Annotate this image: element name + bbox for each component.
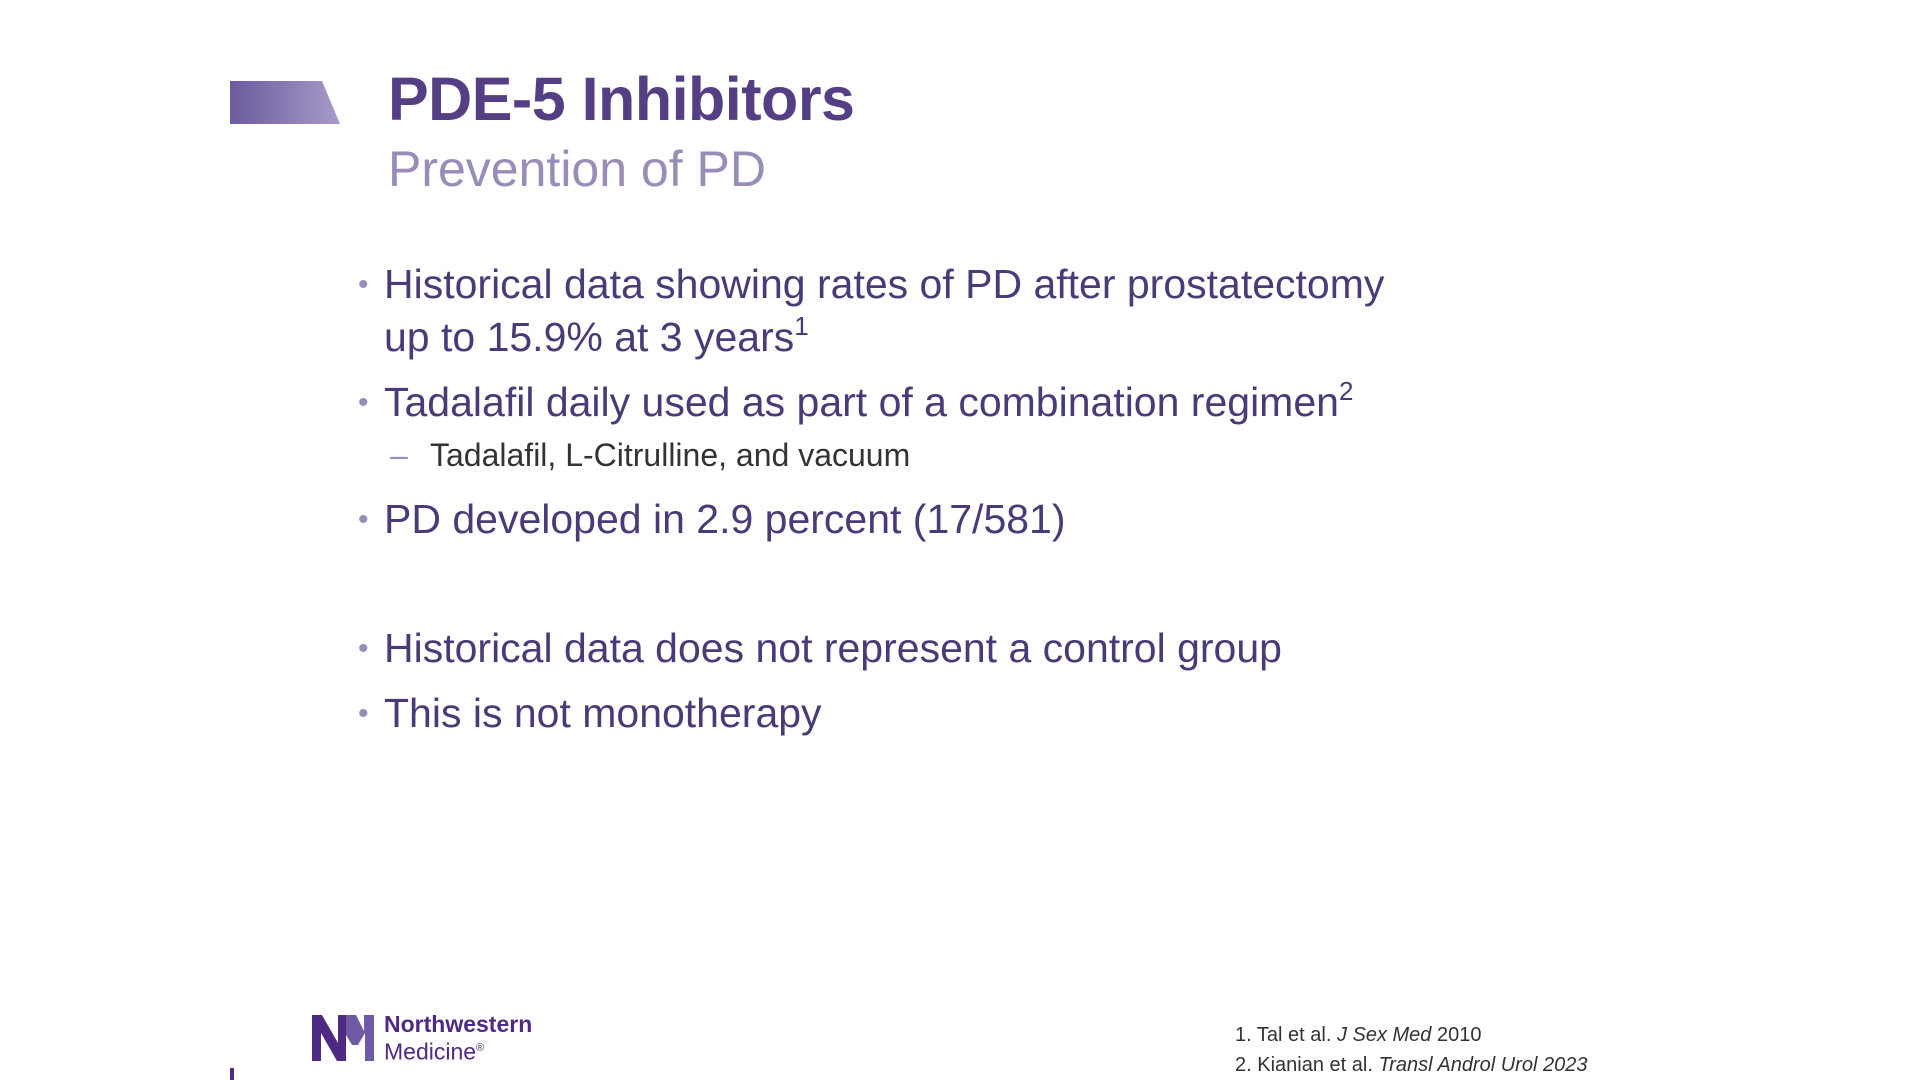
bullet-item: • PD developed in 2.9 percent (17/581) (356, 493, 1536, 546)
references: 1. Tal et al. J Sex Med 2010 2. Kianian … (1235, 1020, 1587, 1080)
bullet-dot-icon: • (358, 386, 369, 419)
logo-line2: Medicine® (384, 1038, 485, 1065)
reference-item: 2. Kianian et al. Transl Androl Urol 202… (1235, 1054, 1588, 1076)
bullet-dot-icon: • (358, 697, 369, 730)
dash-icon: – (390, 437, 408, 473)
slide-title: PDE-5 Inhibitors (388, 65, 855, 133)
footnote-marker: 2 (1338, 376, 1354, 406)
title-accent-bar (230, 81, 340, 124)
bullet-item: • Tadalafil daily used as part of a comb… (356, 376, 1536, 429)
sub-bullet-item: – Tadalafil, L-Citrulline, and vacuum (356, 435, 1536, 475)
bullet-text: This is not monotherapy (384, 690, 822, 736)
nm-logo-icon (312, 1014, 374, 1061)
bullet-dot-icon: • (358, 503, 369, 536)
bullet-item: • Historical data does not represent a c… (356, 622, 1536, 675)
bullet-item: • Historical data showing rates of PD af… (356, 258, 1536, 364)
footnote-marker: 1 (794, 311, 809, 341)
sub-bullet-text: Tadalafil, L-Citrulline, and vacuum (430, 437, 911, 473)
logo-text: Northwestern Medicine® (384, 1012, 532, 1064)
bullet-text: Historical data does not represent a con… (384, 625, 1282, 671)
bullet-item: • This is not monotherapy (356, 687, 1536, 740)
bullet-text: Tadalafil daily used as part of a combin… (384, 379, 1339, 425)
bullet-dot-icon: • (358, 632, 369, 665)
bullet-list: • Historical data showing rates of PD af… (356, 258, 1536, 752)
northwestern-medicine-logo: Northwestern Medicine® (312, 1012, 532, 1064)
slide-subtitle: Prevention of PD (388, 141, 766, 197)
bullet-text: up to 15.9% at 3 years (384, 314, 795, 360)
reference-item: 1. Tal et al. J Sex Med 2010 (1235, 1024, 1482, 1046)
bullet-text: Historical data showing rates of PD afte… (384, 261, 1385, 307)
logo-line1: Northwestern (384, 1011, 533, 1037)
bullet-text: PD developed in 2.9 percent (17/581) (384, 496, 1066, 542)
bullet-dot-icon: • (358, 268, 369, 301)
corner-tick (230, 1068, 234, 1080)
